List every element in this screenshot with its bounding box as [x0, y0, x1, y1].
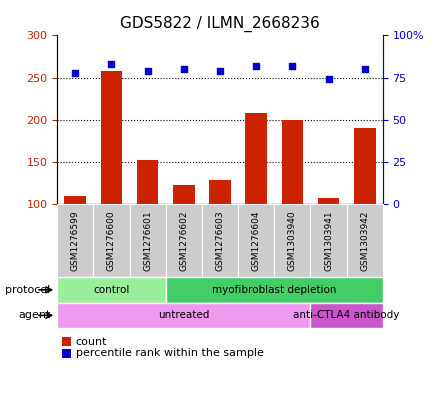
- Text: control: control: [93, 285, 130, 295]
- Text: GSM1276599: GSM1276599: [71, 210, 80, 271]
- Point: [216, 68, 224, 74]
- Text: GDS5822 / ILMN_2668236: GDS5822 / ILMN_2668236: [120, 16, 320, 32]
- Text: GSM1276602: GSM1276602: [180, 211, 188, 271]
- Text: GSM1276600: GSM1276600: [107, 210, 116, 271]
- Text: GSM1303941: GSM1303941: [324, 210, 333, 271]
- Bar: [101, 71, 122, 289]
- Point: [144, 68, 151, 74]
- Point: [108, 61, 115, 67]
- Text: count: count: [76, 336, 107, 347]
- Text: GSM1276604: GSM1276604: [252, 211, 260, 271]
- Bar: [318, 198, 339, 289]
- Bar: [209, 180, 231, 289]
- Bar: [173, 185, 194, 289]
- Text: GSM1276601: GSM1276601: [143, 210, 152, 271]
- Point: [289, 62, 296, 69]
- Point: [72, 70, 79, 76]
- Bar: [64, 196, 86, 289]
- Point: [253, 62, 260, 69]
- Text: GSM1303942: GSM1303942: [360, 211, 369, 271]
- Bar: [246, 113, 267, 289]
- Point: [325, 76, 332, 83]
- Text: GSM1276603: GSM1276603: [216, 210, 224, 271]
- Bar: [137, 160, 158, 289]
- Text: untreated: untreated: [158, 310, 209, 320]
- Text: percentile rank within the sample: percentile rank within the sample: [76, 348, 264, 358]
- Text: protocol: protocol: [5, 285, 51, 295]
- Text: myofibroblast depletion: myofibroblast depletion: [212, 285, 337, 295]
- Text: agent: agent: [18, 310, 51, 320]
- Text: anti-CTLA4 antibody: anti-CTLA4 antibody: [293, 310, 400, 320]
- Point: [361, 66, 368, 72]
- Bar: [354, 128, 376, 289]
- Bar: [282, 120, 303, 289]
- Point: [180, 66, 187, 72]
- Text: GSM1303940: GSM1303940: [288, 210, 297, 271]
